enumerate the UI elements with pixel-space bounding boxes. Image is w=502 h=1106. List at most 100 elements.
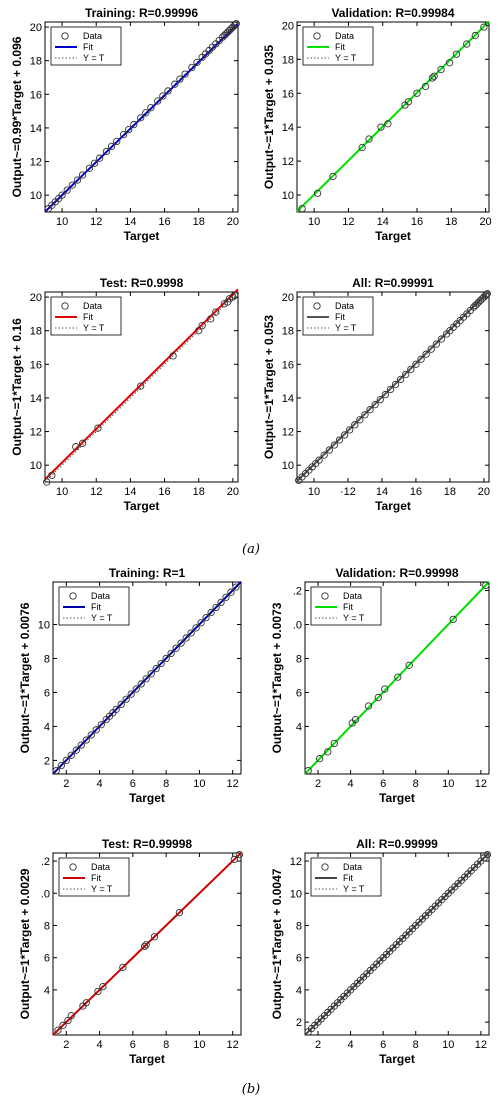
x-tick-label: 2	[315, 1039, 321, 1051]
data-point	[449, 615, 457, 624]
data-point	[52, 766, 60, 775]
data-point	[407, 365, 415, 373]
data-point	[92, 726, 100, 734]
x-tick-label: 14	[377, 216, 389, 228]
y-tick-label: .0	[41, 888, 50, 900]
x-tick-label: 10	[442, 1039, 454, 1051]
x-tick-label: 8	[413, 778, 419, 790]
legend-marker-data	[69, 863, 77, 871]
legend-marker-data	[313, 302, 321, 310]
data-point	[78, 439, 87, 447]
x-tick-label: 8	[413, 1039, 419, 1051]
data-point	[346, 426, 354, 434]
legend-entry: Fit	[83, 42, 93, 52]
x-tick-label: 16	[411, 216, 423, 228]
data-point	[428, 74, 437, 82]
y-tick-label: 6	[44, 687, 50, 699]
data-point	[320, 451, 328, 459]
data-point	[413, 89, 421, 97]
data-point	[365, 135, 373, 143]
data-point	[107, 142, 116, 151]
legend-entry: Data	[343, 591, 362, 601]
y-tick-label: 18	[30, 56, 42, 68]
data-point	[220, 300, 228, 308]
legend-entry: Y = T	[91, 613, 113, 623]
data-point	[405, 661, 413, 669]
data-point	[157, 659, 165, 668]
data-point	[374, 693, 382, 702]
x-tick-label: 4	[97, 778, 103, 790]
data-point	[330, 739, 338, 748]
legend-marker-data	[61, 32, 69, 40]
data-point	[224, 298, 232, 306]
x-tick-label: 12	[475, 1039, 487, 1051]
x-tick-label: 12	[90, 216, 102, 228]
data-point	[127, 690, 135, 698]
data-point	[43, 478, 51, 486]
x-tick-label: 18	[445, 216, 457, 228]
data-point	[177, 639, 185, 647]
legend-entry: Y = T	[91, 884, 113, 894]
y-axis-label: Output~=1*Target + 0.035	[262, 45, 276, 189]
data-point	[232, 583, 240, 591]
fit-line	[52, 581, 242, 775]
data-point	[67, 1012, 75, 1020]
x-axis-label: Target	[375, 499, 411, 513]
data-point	[361, 411, 369, 419]
data-point	[430, 72, 438, 80]
x-tick-label: 10	[56, 486, 68, 498]
data-point	[58, 191, 66, 199]
data-point	[78, 171, 87, 179]
data-point	[381, 685, 389, 693]
data-point	[48, 471, 56, 479]
y-axis-label: Output~=1*Target + 0.053	[262, 315, 276, 459]
data-point	[212, 603, 220, 612]
data-point	[198, 321, 206, 330]
data-point	[147, 670, 155, 678]
caption-a: (a)	[242, 542, 260, 557]
data-point	[230, 291, 239, 300]
caption-b: (b)	[242, 1082, 260, 1097]
data-point	[483, 850, 492, 859]
y-tick-label: 14	[282, 393, 294, 405]
data-point	[136, 114, 145, 122]
x-tick-label: 8	[163, 778, 169, 790]
x-tick-label: 12	[227, 778, 239, 790]
x-axis-label: Target	[129, 1052, 165, 1066]
data-point	[207, 315, 215, 323]
data-point	[304, 766, 312, 775]
data-point	[96, 154, 104, 162]
data-point	[358, 143, 366, 152]
x-tick-label: 14	[124, 216, 136, 228]
data-point	[90, 159, 99, 167]
data-point	[62, 756, 70, 765]
x-axis-label: Target	[124, 499, 160, 513]
data-point	[159, 92, 167, 100]
panel-6: Validation: R=0.99998 2 4 6 8 10 12 4 6 8 .0 .2 Targ…	[270, 566, 490, 805]
x-tick-label: 18	[193, 216, 205, 228]
data-point	[229, 293, 237, 301]
y-tick-label: 8	[44, 920, 50, 932]
x-axis-label: Target	[124, 229, 160, 243]
y-tick-label: 14	[30, 393, 42, 405]
x-tick-label: 12	[90, 486, 102, 498]
legend-entry: Fit	[91, 602, 101, 612]
legend-entry: Fit	[83, 312, 93, 322]
data-point	[197, 619, 205, 627]
data-point	[437, 335, 446, 343]
x-tick-label: 2	[315, 778, 321, 790]
x-tick-label: 12	[227, 1039, 239, 1051]
y-tick-label: 18	[282, 54, 294, 66]
data-point	[330, 441, 339, 449]
x-tick-label: 4	[348, 778, 354, 790]
data-point	[421, 82, 430, 91]
data-point	[391, 380, 400, 389]
x-tick-label: 4	[348, 1039, 354, 1051]
chart-title: All: R=0.99999	[356, 837, 438, 851]
fit-line	[296, 20, 490, 213]
data-point	[181, 70, 189, 78]
data-point	[381, 390, 390, 399]
data-point	[193, 58, 201, 67]
